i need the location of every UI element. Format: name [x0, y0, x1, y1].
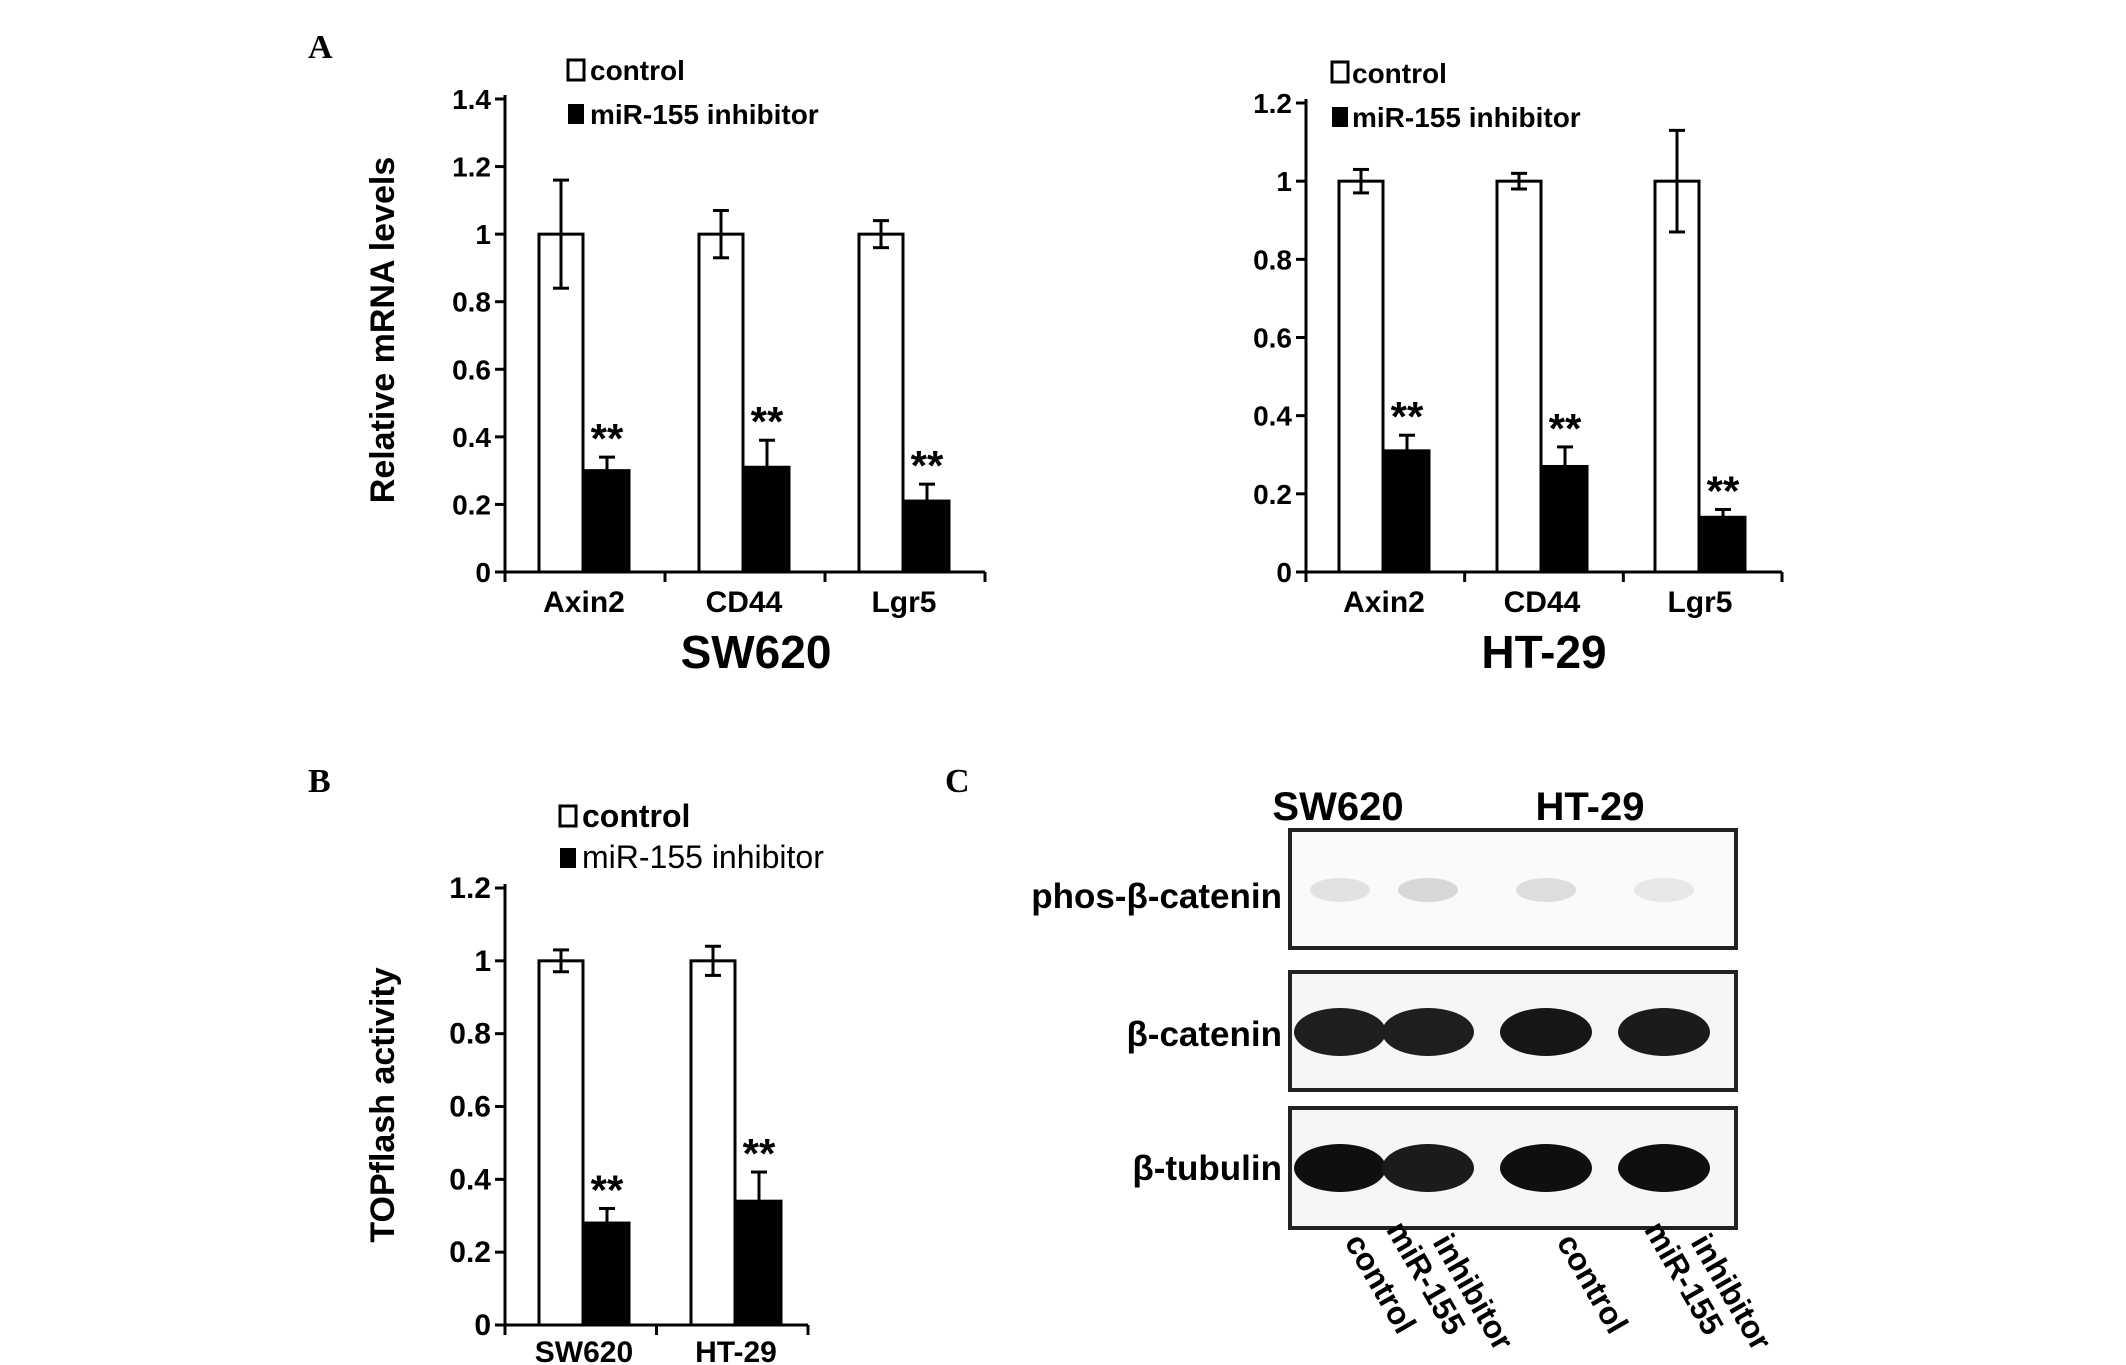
- blot-band: [1500, 1008, 1592, 1056]
- legend-inhibitor-swatch: [1332, 107, 1348, 127]
- blot-band: [1516, 878, 1576, 902]
- y-tick-label: 0.2: [1253, 479, 1292, 510]
- western-blot: SW620 HT-29 phos-β-catenin β-catenin β-t…: [1031, 785, 1779, 1356]
- panel-label-a: A: [308, 29, 333, 66]
- legend-inhibitor-label: miR-155 inhibitor: [590, 99, 819, 130]
- category-label: Lgr5: [871, 586, 936, 619]
- blot-row-label-beta-tubulin: β-tubulin: [1132, 1149, 1282, 1188]
- significance-label: **: [1549, 405, 1582, 452]
- category-label: SW620: [535, 1336, 633, 1365]
- legend-control-label: control: [1352, 58, 1447, 89]
- y-tick-label: 0.4: [449, 1163, 491, 1196]
- y-tick-label: 1.2: [449, 872, 491, 905]
- category-label: Lgr5: [1667, 586, 1732, 619]
- blot-band: [1634, 878, 1694, 902]
- blot-row-label-phos-beta-catenin: phos-β-catenin: [1031, 877, 1282, 916]
- y-tick-label: 1: [1276, 166, 1292, 197]
- blot-band: [1618, 1144, 1710, 1192]
- y-tick-label: 0.2: [449, 1236, 491, 1269]
- y-tick-label: 1.2: [452, 152, 491, 183]
- y-tick-label: 0.8: [449, 1018, 491, 1051]
- y-tick-label: 0: [475, 557, 491, 588]
- significance-label: **: [751, 398, 784, 445]
- bar-inhibitor: [1699, 515, 1747, 574]
- y-tick-label: 0.6: [452, 354, 491, 385]
- chart-title: HT-29: [1481, 626, 1606, 678]
- category-label: CD44: [1504, 586, 1581, 619]
- blot-band: [1294, 1008, 1386, 1056]
- legend-b: control miR-155 inhibitor: [558, 798, 824, 875]
- significance-label: **: [1707, 467, 1740, 514]
- bar-control: [1653, 179, 1701, 574]
- bar-control: [689, 959, 737, 1327]
- blot-band: [1294, 1144, 1386, 1192]
- y-tick-label: 1: [475, 219, 491, 250]
- legend-inhibitor-swatch: [568, 104, 584, 124]
- blot-band: [1382, 1008, 1474, 1056]
- panel-label-b: B: [308, 763, 331, 800]
- bar-control: [857, 232, 905, 574]
- legend-inhibitor-swatch: [560, 848, 576, 868]
- legend-a-ht29: control miR-155 inhibitor: [1330, 58, 1581, 133]
- bar-inhibitor: [583, 1221, 631, 1327]
- y-tick-label: 0.2: [452, 489, 491, 520]
- panel-label-c: C: [945, 763, 970, 800]
- blot-cell-line-ht29: HT-29: [1536, 785, 1645, 829]
- significance-label: **: [591, 1166, 624, 1213]
- chart-a-sw620: 0 0.2 0.4 0.6 0.8 1 1.2 1.4 ** Axin2 ** CD44 ** Lgr5 S…: [364, 84, 987, 678]
- y-tick-label: 1: [474, 945, 491, 978]
- legend-control-swatch: [566, 58, 586, 82]
- y-tick-label: 0.8: [1253, 244, 1292, 275]
- y-tick-label: 0.6: [449, 1091, 491, 1124]
- blot-bands: [1294, 878, 1710, 1192]
- legend-inhibitor-label: miR-155 inhibitor: [1352, 102, 1581, 133]
- legend-control-swatch: [558, 804, 578, 828]
- y-tick-label: 0.8: [452, 287, 491, 318]
- lane-label-control-ht29: control: [1550, 1228, 1635, 1340]
- legend-a-sw620: control miR-155 inhibitor: [566, 55, 819, 130]
- bar-control: [537, 959, 585, 1327]
- category-label: Axin2: [1343, 586, 1425, 619]
- blot-band: [1500, 1144, 1592, 1192]
- bar-control: [1495, 179, 1543, 574]
- significance-label: **: [591, 415, 624, 462]
- blot-band: [1382, 1144, 1474, 1192]
- chart-title: SW620: [681, 626, 832, 678]
- legend-inhibitor-label: miR-155 inhibitor: [582, 839, 824, 875]
- blot-band: [1618, 1008, 1710, 1056]
- bar-control: [697, 232, 745, 574]
- chart-b-topflash: 0 0.2 0.4 0.6 0.8 1 1.2 ** SW620 ** HT-29 TOPflash …: [364, 872, 810, 1365]
- legend-control-label: control: [582, 798, 690, 834]
- y-tick-label: 1.4: [452, 84, 491, 115]
- y-tick-label: 0: [474, 1309, 491, 1342]
- significance-label: **: [911, 442, 944, 489]
- chart-a-ht29: 0 0.2 0.4 0.6 0.8 1 1.2 ** Axin2 ** CD44 ** Lgr5 HT-2…: [1253, 88, 1784, 678]
- legend-control-swatch: [1330, 60, 1350, 84]
- y-tick-label: 1.2: [1253, 88, 1292, 119]
- blot-band: [1310, 878, 1370, 902]
- y-tick-label: 0.6: [1253, 323, 1292, 354]
- bar-inhibitor: [583, 469, 631, 574]
- blot-band: [1398, 878, 1458, 902]
- blot-row-label-beta-catenin: β-catenin: [1126, 1015, 1282, 1054]
- significance-label: **: [1391, 393, 1424, 440]
- significance-label: **: [743, 1130, 776, 1177]
- category-label: CD44: [706, 586, 783, 619]
- y-axis-label: TOPflash activity: [364, 967, 402, 1242]
- bar-control: [1337, 179, 1385, 574]
- blot-cell-line-sw620: SW620: [1272, 785, 1403, 829]
- y-tick-label: 0.4: [452, 422, 491, 453]
- y-tick-label: 0: [1276, 557, 1292, 588]
- category-label: Axin2: [543, 586, 625, 619]
- bar-inhibitor: [1383, 449, 1431, 574]
- y-axis-label: Relative mRNA levels: [364, 157, 402, 503]
- bar-control: [537, 232, 585, 574]
- legend-control-label: control: [590, 55, 685, 86]
- category-label: HT-29: [695, 1336, 777, 1365]
- y-tick-label: 0.4: [1253, 401, 1292, 432]
